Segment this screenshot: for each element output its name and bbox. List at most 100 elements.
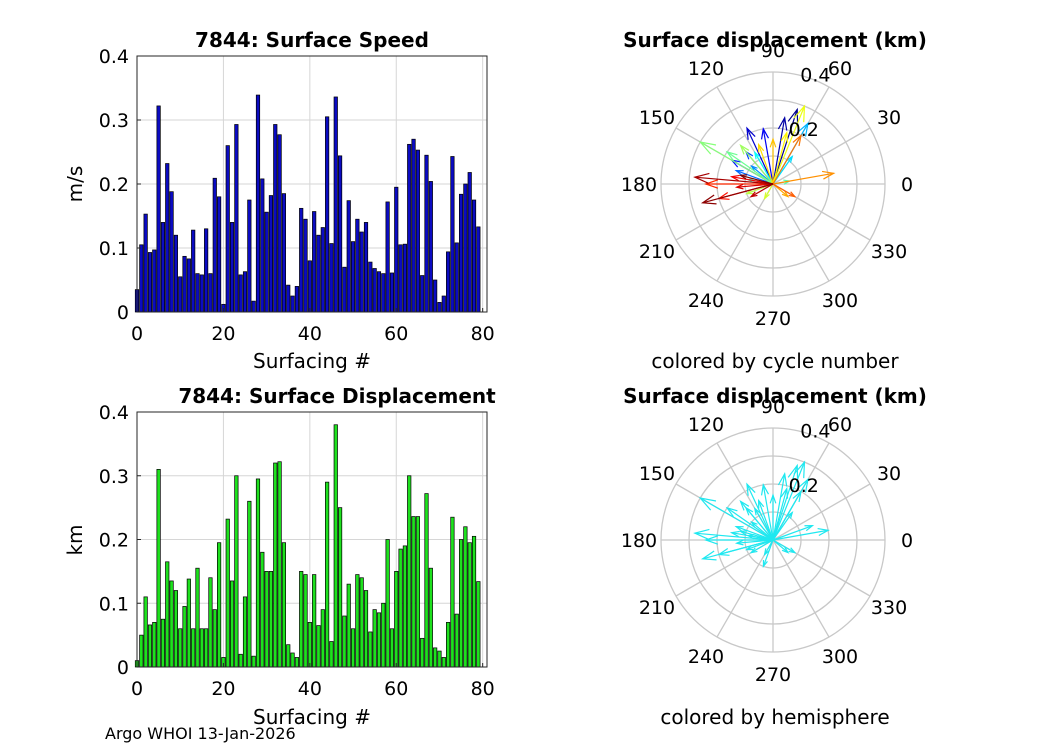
polar-cycle-arrow — [772, 107, 799, 185]
polar-cycle-arrow — [738, 174, 774, 185]
speed-bar — [368, 261, 373, 313]
polar-hemisphere-arrow — [760, 483, 774, 541]
polar-hemisphere-angle-label: 270 — [755, 664, 791, 686]
speed-bar — [281, 193, 286, 313]
displacement-bar — [450, 516, 455, 668]
speed-bar — [294, 286, 299, 313]
displacement-bar — [428, 567, 433, 668]
speed-bar — [238, 274, 243, 313]
polar-cycle-arrow — [758, 142, 774, 185]
polar-hemisphere-arrow — [758, 498, 774, 541]
speed-bar — [363, 222, 369, 313]
speed-bar — [199, 274, 204, 313]
speed-bar — [307, 260, 312, 313]
polar-hemisphere-arrow — [772, 463, 799, 541]
speed-bar — [411, 138, 416, 313]
displacement-bar — [363, 590, 369, 668]
displacement-xtick-label: 80 — [471, 678, 495, 700]
speed-bar — [204, 228, 209, 313]
polar-hemisphere-arrow — [700, 539, 774, 561]
displacement-ytick-label: 0.1 — [99, 593, 129, 615]
polar-cycle-arrow — [693, 172, 774, 185]
speed-bar — [234, 124, 239, 313]
displacement-xtick-label: 20 — [211, 678, 235, 700]
polar-hemisphere-angle-label: 330 — [871, 597, 907, 619]
displacement-bar — [277, 461, 282, 668]
speed-bar — [169, 191, 174, 313]
displacement-bar — [186, 578, 191, 668]
polar-hemisphere-spoke — [716, 539, 774, 638]
speed-bar — [415, 149, 420, 313]
displacement-bar — [342, 615, 347, 668]
polar-cycle-radius-label: 0.2 — [789, 119, 819, 141]
displacement-bar — [264, 571, 269, 668]
polar-hemisphere-angle-label: 0 — [901, 530, 913, 552]
displacement-bar — [368, 631, 373, 668]
displacement-bar — [359, 577, 364, 668]
polar-cycle-angle-label: 30 — [877, 107, 901, 129]
polar-cycle-angle-label: 150 — [639, 107, 675, 129]
polar-cycle-arrow — [734, 183, 774, 190]
polar-cycle-arrows — [693, 104, 836, 205]
speed-ytick-label: 0.1 — [99, 238, 129, 260]
displacement-bar — [281, 542, 286, 668]
polar-hemisphere-arrow — [762, 539, 774, 569]
polar-hemisphere-radius-label: 0.4 — [800, 420, 830, 442]
speed-bar — [165, 163, 170, 313]
speed-chart-xlabel: Surfacing # — [253, 349, 371, 373]
surface-speed-chart: 7844: Surface Speed m/s Surfacing # 0 0.1… — [63, 28, 495, 373]
polar-cycle-arrow — [725, 150, 774, 185]
polar-hemisphere-arrow — [734, 539, 774, 546]
speed-bar — [476, 226, 481, 313]
displacement-bar — [394, 571, 399, 668]
displacement-bar — [299, 571, 304, 668]
polar-cycle-title: Surface displacement (km) — [623, 28, 927, 52]
polar-hemisphere-angle-label: 30 — [877, 463, 901, 485]
speed-bar — [143, 213, 148, 313]
displacement-bar — [316, 625, 321, 668]
displacement-bar — [286, 644, 291, 668]
speed-bar — [225, 145, 230, 313]
speed-bar — [255, 94, 261, 313]
speed-bar — [329, 243, 334, 313]
polar-cycle-angle-label: 270 — [755, 308, 791, 330]
polar-cycle-angle-label: 240 — [688, 290, 724, 312]
polar-cycle-arrow — [753, 150, 774, 185]
speed-bar — [312, 211, 317, 313]
speed-bar — [320, 227, 325, 313]
displacement-bar — [195, 567, 200, 668]
speed-bar — [385, 201, 390, 313]
displacement-bar — [160, 618, 166, 668]
polar-hemisphere-spoke — [772, 483, 871, 541]
speed-bar — [286, 284, 291, 313]
speed-bar — [458, 193, 464, 313]
speed-bar — [264, 211, 269, 313]
displacement-bar — [329, 641, 334, 668]
speed-xtick-label: 60 — [384, 323, 408, 345]
speed-bar — [359, 231, 364, 313]
speed-bar — [376, 271, 382, 313]
polar-cycle-angle-label: 90 — [761, 40, 785, 62]
displacement-bar — [381, 602, 386, 668]
polar-hemisphere-angle-label: 180 — [621, 530, 657, 552]
displacement-bar — [350, 628, 356, 668]
speed-bar — [338, 155, 343, 313]
polar-hemisphere-arrow — [772, 460, 806, 541]
displacement-ytick-label: 0.4 — [99, 402, 129, 424]
speed-bar — [467, 172, 472, 313]
speed-bar — [191, 229, 196, 313]
displacement-bar — [169, 580, 174, 668]
displacement-bars — [134, 424, 481, 668]
surface-displacement-chart: 7844: Surface Displacement km Surfacing … — [63, 384, 496, 729]
speed-bar — [152, 249, 157, 313]
speed-bar — [251, 300, 256, 313]
speed-bar — [450, 156, 455, 313]
polar-cycle-caption: colored by cycle number — [651, 349, 899, 373]
speed-bar — [173, 234, 178, 313]
displacement-bar — [376, 612, 382, 668]
polar-cycle-radius-label: 0.4 — [800, 64, 830, 86]
speed-ytick-label: 0.2 — [99, 174, 129, 196]
polar-hemisphere-arrow — [772, 486, 789, 541]
polar-cycle-arrow — [772, 170, 836, 185]
speed-bar — [372, 268, 377, 313]
